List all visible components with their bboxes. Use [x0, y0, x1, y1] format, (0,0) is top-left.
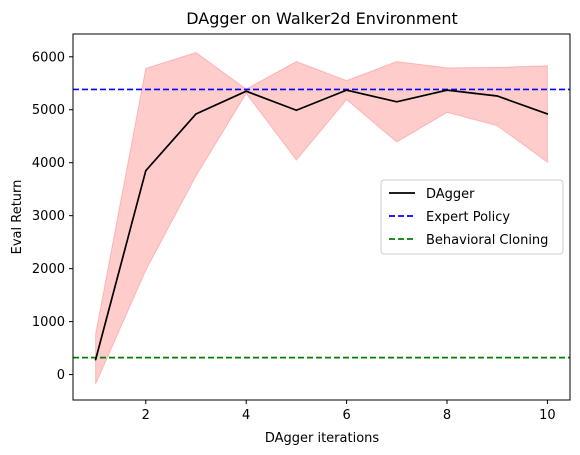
- y-axis-label: Eval Return: [10, 180, 25, 255]
- dagger-confidence-band: [95, 51, 548, 385]
- x-axis-ticks: 2 4 6 8 10: [142, 400, 556, 423]
- dagger-series-line: [94, 89, 548, 360]
- plot-frame: [72, 33, 571, 401]
- dagger-data-point: [245, 90, 247, 93]
- dagger-data-point: [396, 100, 398, 103]
- y-tick-label: 4000: [32, 156, 65, 171]
- reference-line-layer: [73, 88, 570, 359]
- y-tick-label: 5000: [32, 103, 65, 118]
- legend-label-dagger: DAgger: [426, 187, 475, 202]
- y-tick-label: 1000: [32, 315, 65, 330]
- dagger-data-point: [195, 113, 197, 115]
- dagger-data-point: [94, 358, 97, 361]
- chart-title: DAgger on Walker2d Environment: [186, 9, 458, 28]
- x-tick-label: 8: [443, 408, 451, 423]
- dagger-data-point: [144, 169, 147, 172]
- legend: DAgger Expert Policy Behavioral Cloning: [380, 179, 564, 255]
- series-line-layer: [94, 89, 549, 361]
- dagger-data-point: [295, 109, 298, 112]
- x-tick-label: 6: [342, 408, 350, 423]
- x-tick-label: 10: [539, 408, 556, 423]
- plot-area: [72, 33, 571, 401]
- dagger-data-point: [496, 95, 499, 97]
- confidence-band-layer: [95, 51, 548, 385]
- x-tick-label: 4: [242, 408, 250, 423]
- y-tick-label: 6000: [32, 50, 65, 65]
- dagger-data-point: [446, 89, 448, 91]
- y-tick-label: 2000: [32, 262, 65, 277]
- dagger-data-point: [546, 113, 549, 115]
- y-tick-label: 3000: [32, 209, 65, 224]
- legend-box: [380, 179, 564, 255]
- x-tick-label: 2: [142, 408, 150, 423]
- legend-label-expert-policy: Expert Policy: [426, 210, 510, 225]
- y-tick-label: 0: [57, 368, 65, 383]
- legend-label-behavioral-cloning: Behavioral Cloning: [426, 233, 548, 248]
- dagger-data-point: [345, 89, 348, 91]
- x-axis-label: DAgger iterations: [265, 431, 380, 446]
- y-axis-ticks: 0 1000 2000 3000 4000 5000 6000: [32, 50, 73, 383]
